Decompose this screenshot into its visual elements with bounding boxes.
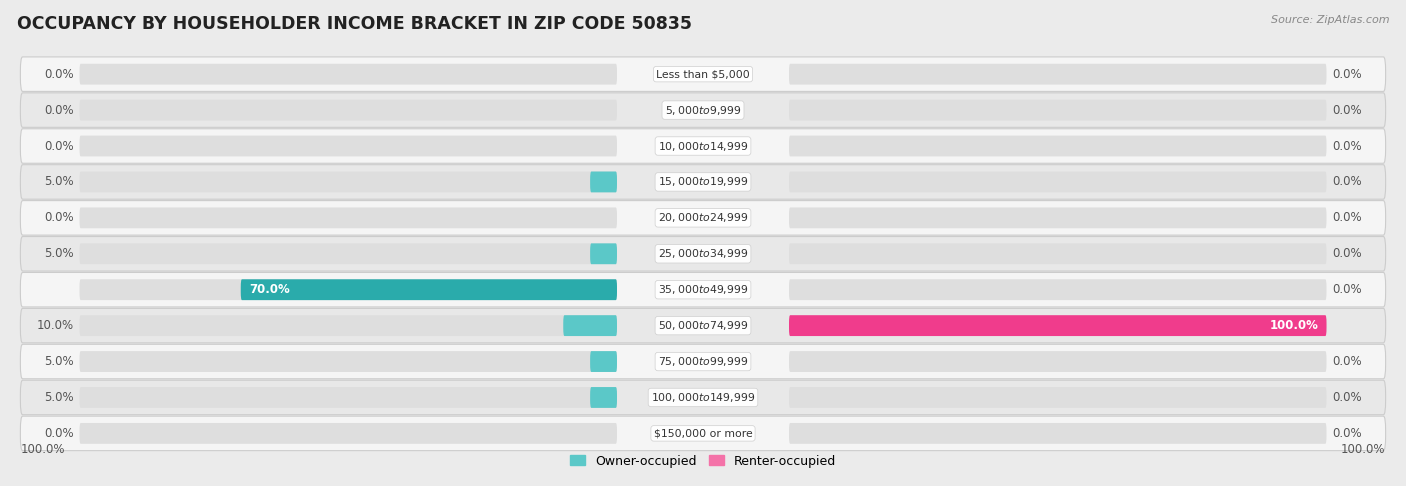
FancyBboxPatch shape — [591, 243, 617, 264]
Text: 0.0%: 0.0% — [1331, 427, 1361, 440]
Text: 0.0%: 0.0% — [1331, 139, 1361, 153]
Text: 100.0%: 100.0% — [1341, 443, 1386, 456]
Text: OCCUPANCY BY HOUSEHOLDER INCOME BRACKET IN ZIP CODE 50835: OCCUPANCY BY HOUSEHOLDER INCOME BRACKET … — [17, 15, 692, 33]
Text: 5.0%: 5.0% — [45, 247, 75, 260]
Text: 0.0%: 0.0% — [1331, 391, 1361, 404]
FancyBboxPatch shape — [20, 237, 1386, 271]
Text: $20,000 to $24,999: $20,000 to $24,999 — [658, 211, 748, 225]
FancyBboxPatch shape — [80, 387, 617, 408]
FancyBboxPatch shape — [20, 165, 1386, 199]
Text: $10,000 to $14,999: $10,000 to $14,999 — [658, 139, 748, 153]
FancyBboxPatch shape — [20, 129, 1386, 163]
Text: 5.0%: 5.0% — [45, 175, 75, 189]
FancyBboxPatch shape — [80, 64, 617, 85]
FancyBboxPatch shape — [80, 172, 617, 192]
FancyBboxPatch shape — [564, 315, 617, 336]
Text: $100,000 to $149,999: $100,000 to $149,999 — [651, 391, 755, 404]
FancyBboxPatch shape — [240, 279, 617, 300]
FancyBboxPatch shape — [789, 315, 1326, 336]
Text: 100.0%: 100.0% — [1270, 319, 1319, 332]
Text: $150,000 or more: $150,000 or more — [654, 428, 752, 438]
Text: 0.0%: 0.0% — [45, 139, 75, 153]
Text: $25,000 to $34,999: $25,000 to $34,999 — [658, 247, 748, 260]
FancyBboxPatch shape — [20, 273, 1386, 307]
Text: 0.0%: 0.0% — [45, 104, 75, 117]
Text: Less than $5,000: Less than $5,000 — [657, 69, 749, 79]
FancyBboxPatch shape — [80, 208, 617, 228]
FancyBboxPatch shape — [20, 309, 1386, 343]
Text: 0.0%: 0.0% — [1331, 247, 1361, 260]
FancyBboxPatch shape — [591, 351, 617, 372]
Text: Source: ZipAtlas.com: Source: ZipAtlas.com — [1271, 15, 1389, 25]
Text: 0.0%: 0.0% — [45, 211, 75, 225]
FancyBboxPatch shape — [789, 172, 1326, 192]
FancyBboxPatch shape — [789, 423, 1326, 444]
Text: $75,000 to $99,999: $75,000 to $99,999 — [658, 355, 748, 368]
FancyBboxPatch shape — [80, 423, 617, 444]
FancyBboxPatch shape — [789, 136, 1326, 156]
FancyBboxPatch shape — [789, 315, 1326, 336]
Text: 0.0%: 0.0% — [1331, 355, 1361, 368]
FancyBboxPatch shape — [80, 279, 617, 300]
FancyBboxPatch shape — [80, 351, 617, 372]
FancyBboxPatch shape — [789, 100, 1326, 121]
Text: $35,000 to $49,999: $35,000 to $49,999 — [658, 283, 748, 296]
Text: 70.0%: 70.0% — [249, 283, 290, 296]
Text: 0.0%: 0.0% — [45, 427, 75, 440]
Text: 0.0%: 0.0% — [1331, 68, 1361, 81]
Text: 0.0%: 0.0% — [1331, 175, 1361, 189]
Text: $5,000 to $9,999: $5,000 to $9,999 — [665, 104, 741, 117]
FancyBboxPatch shape — [789, 243, 1326, 264]
Text: $15,000 to $19,999: $15,000 to $19,999 — [658, 175, 748, 189]
Text: 0.0%: 0.0% — [1331, 283, 1361, 296]
Text: 0.0%: 0.0% — [45, 68, 75, 81]
FancyBboxPatch shape — [789, 387, 1326, 408]
FancyBboxPatch shape — [20, 57, 1386, 91]
Text: 5.0%: 5.0% — [45, 355, 75, 368]
FancyBboxPatch shape — [591, 172, 617, 192]
FancyBboxPatch shape — [789, 208, 1326, 228]
FancyBboxPatch shape — [80, 315, 617, 336]
FancyBboxPatch shape — [789, 64, 1326, 85]
FancyBboxPatch shape — [789, 279, 1326, 300]
FancyBboxPatch shape — [20, 93, 1386, 127]
Text: $50,000 to $74,999: $50,000 to $74,999 — [658, 319, 748, 332]
FancyBboxPatch shape — [20, 201, 1386, 235]
FancyBboxPatch shape — [80, 100, 617, 121]
FancyBboxPatch shape — [591, 387, 617, 408]
FancyBboxPatch shape — [20, 344, 1386, 379]
Text: 0.0%: 0.0% — [1331, 104, 1361, 117]
Text: 5.0%: 5.0% — [45, 391, 75, 404]
FancyBboxPatch shape — [20, 380, 1386, 415]
Legend: Owner-occupied, Renter-occupied: Owner-occupied, Renter-occupied — [565, 450, 841, 473]
FancyBboxPatch shape — [80, 136, 617, 156]
Text: 100.0%: 100.0% — [20, 443, 65, 456]
FancyBboxPatch shape — [789, 351, 1326, 372]
FancyBboxPatch shape — [20, 416, 1386, 451]
Text: 10.0%: 10.0% — [37, 319, 75, 332]
FancyBboxPatch shape — [80, 243, 617, 264]
Text: 0.0%: 0.0% — [1331, 211, 1361, 225]
